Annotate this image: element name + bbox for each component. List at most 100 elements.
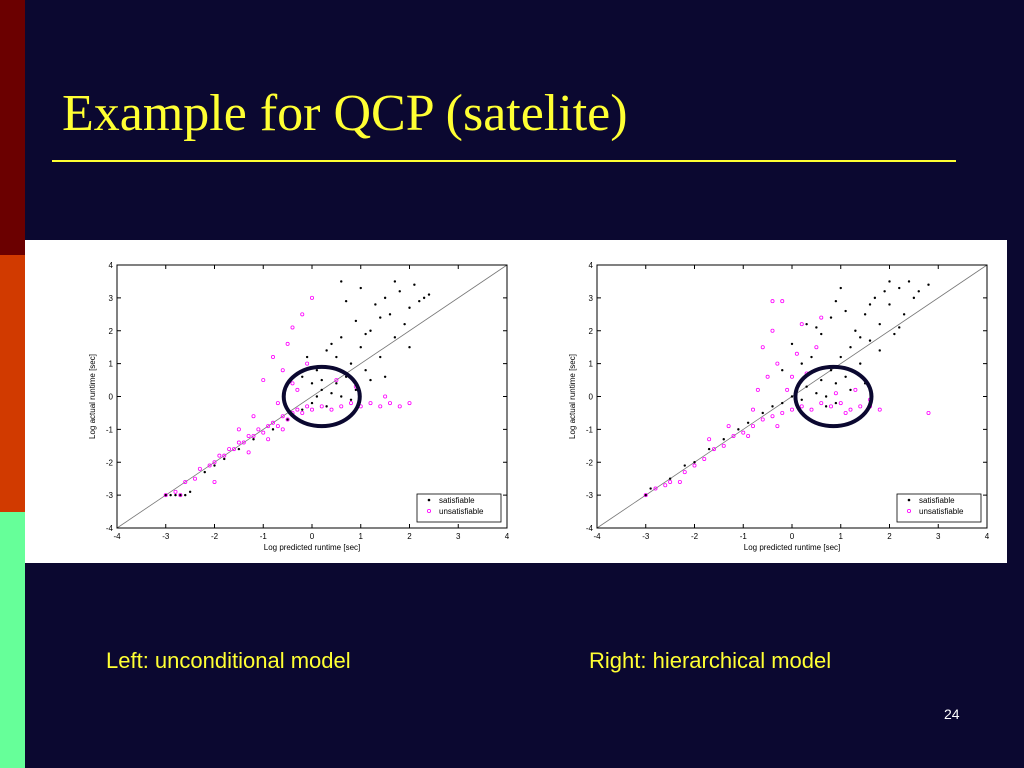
data-point-satisfiable — [771, 405, 774, 408]
x-tick-label: 0 — [790, 532, 795, 541]
data-point-satisfiable — [810, 355, 813, 359]
data-point-satisfiable — [340, 336, 343, 339]
data-point-satisfiable — [388, 313, 392, 316]
data-point-unsatisfiable — [275, 401, 280, 406]
accent-band-middle — [0, 255, 25, 512]
data-point-satisfiable — [824, 405, 828, 408]
data-point-unsatisfiable — [926, 410, 931, 415]
data-point-satisfiable — [364, 332, 367, 336]
data-point-satisfiable — [354, 388, 358, 392]
data-point-satisfiable — [374, 303, 377, 306]
data-point-unsatisfiable — [368, 401, 373, 406]
data-point-unsatisfiable — [300, 312, 305, 317]
data-point-satisfiable — [403, 322, 406, 326]
y-tick-label: -1 — [586, 425, 594, 434]
data-point-satisfiable — [364, 369, 367, 372]
data-point-unsatisfiable — [246, 450, 251, 455]
data-point-unsatisfiable — [261, 430, 266, 435]
data-point-satisfiable — [310, 401, 314, 405]
data-point-satisfiable — [398, 290, 401, 293]
data-point-satisfiable — [707, 447, 711, 451]
data-point-unsatisfiable — [212, 460, 217, 465]
data-point-unsatisfiable — [760, 345, 765, 350]
data-point-unsatisfiable — [197, 466, 202, 471]
data-point-unsatisfiable — [236, 440, 241, 445]
data-point-satisfiable — [888, 303, 891, 306]
data-point-satisfiable — [878, 322, 881, 326]
y-axis-label: Log actual runtime [sec] — [568, 354, 577, 439]
data-point-satisfiable — [878, 349, 881, 352]
data-point-unsatisfiable — [809, 407, 814, 412]
data-point-unsatisfiable — [799, 322, 804, 327]
x-tick-label: -3 — [642, 532, 650, 541]
data-point-satisfiable — [301, 375, 304, 378]
data-point-satisfiable — [820, 332, 823, 336]
data-point-satisfiable — [820, 378, 823, 382]
data-point-unsatisfiable — [877, 407, 882, 412]
data-point-unsatisfiable — [280, 414, 285, 419]
data-point-unsatisfiable — [383, 394, 388, 399]
legend-box — [416, 493, 502, 523]
data-point-satisfiable — [844, 375, 847, 378]
legend-label-unsatisfiable: unsatisfiable — [439, 507, 484, 516]
data-point-unsatisfiable — [848, 407, 853, 412]
legend-label-satisfiable: satisfiable — [919, 496, 955, 505]
data-point-unsatisfiable — [721, 443, 726, 448]
data-point-satisfiable — [781, 369, 784, 372]
data-point-unsatisfiable — [853, 387, 858, 392]
data-point-satisfiable — [834, 401, 838, 405]
data-point-satisfiable — [422, 296, 426, 300]
highlight-circle — [281, 364, 362, 429]
data-point-satisfiable — [649, 487, 652, 490]
data-point-satisfiable — [335, 382, 338, 385]
data-point-unsatisfiable — [741, 430, 746, 435]
y-tick-label: -2 — [586, 458, 594, 467]
data-point-satisfiable — [271, 428, 275, 431]
y-tick-label: 1 — [109, 360, 114, 369]
x-tick-label: 2 — [407, 532, 412, 541]
page-number: 24 — [944, 706, 960, 722]
data-point-unsatisfiable — [329, 407, 334, 412]
data-point-satisfiable — [868, 303, 872, 306]
data-point-satisfiable — [393, 336, 397, 339]
legend-marker-unsatisfiable — [426, 508, 431, 513]
data-point-satisfiable — [868, 339, 872, 342]
data-point-satisfiable — [873, 296, 877, 300]
data-point-unsatisfiable — [794, 351, 799, 356]
data-point-satisfiable — [790, 342, 794, 346]
data-point-unsatisfiable — [789, 407, 794, 412]
data-point-satisfiable — [815, 392, 818, 395]
data-point-unsatisfiable — [726, 424, 731, 429]
data-point-unsatisfiable — [280, 368, 285, 373]
data-point-unsatisfiable — [750, 407, 755, 412]
y-tick-label: -3 — [586, 491, 594, 500]
y-tick-label: 1 — [589, 360, 594, 369]
legend-label-satisfiable: satisfiable — [439, 496, 475, 505]
data-point-satisfiable — [413, 283, 416, 286]
data-point-unsatisfiable — [290, 325, 295, 330]
data-point-satisfiable — [722, 438, 725, 441]
data-point-satisfiable — [888, 280, 891, 283]
accent-band-top — [0, 0, 25, 255]
data-point-satisfiable — [893, 332, 896, 336]
data-point-satisfiable — [805, 385, 808, 388]
data-point-unsatisfiable — [178, 493, 183, 498]
data-point-unsatisfiable — [319, 404, 324, 409]
data-point-satisfiable — [286, 418, 289, 421]
caption-right: Right: hierarchical model — [589, 648, 832, 673]
data-point-unsatisfiable — [838, 401, 843, 406]
legend-marker-satisfiable — [907, 498, 911, 502]
data-point-satisfiable — [305, 355, 309, 359]
data-point-unsatisfiable — [236, 427, 241, 432]
data-point-satisfiable — [790, 395, 794, 398]
data-point-satisfiable — [184, 493, 187, 497]
data-point-unsatisfiable — [285, 417, 290, 422]
data-point-satisfiable — [383, 375, 387, 378]
data-point-satisfiable — [693, 461, 696, 464]
x-tick-label: -4 — [593, 532, 601, 541]
data-point-satisfiable — [344, 299, 348, 303]
x-tick-label: -4 — [113, 532, 121, 541]
data-point-satisfiable — [746, 421, 750, 424]
data-point-satisfiable — [849, 388, 852, 392]
legend-box — [896, 493, 982, 523]
